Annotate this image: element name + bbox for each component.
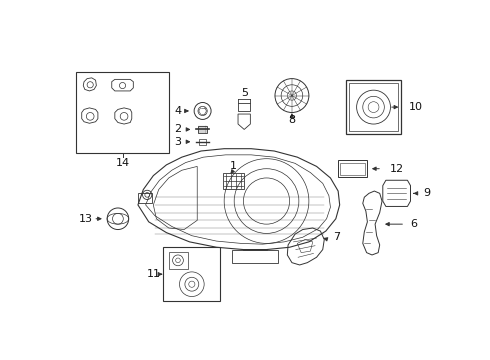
- Text: 1: 1: [230, 161, 237, 171]
- Bar: [346, 80, 401, 134]
- Text: 5: 5: [241, 88, 248, 98]
- Bar: [163, 247, 220, 301]
- Text: 14: 14: [116, 158, 129, 167]
- Bar: [199, 139, 206, 145]
- Text: 3: 3: [174, 137, 181, 147]
- Bar: [238, 103, 250, 111]
- Bar: [138, 193, 152, 203]
- Text: 11: 11: [147, 269, 160, 279]
- Bar: [338, 160, 368, 177]
- Text: 2: 2: [174, 125, 181, 134]
- Bar: [341, 163, 365, 175]
- Bar: [232, 249, 278, 264]
- Text: 6: 6: [411, 219, 417, 229]
- Text: 9: 9: [423, 188, 430, 198]
- Text: 4: 4: [174, 106, 181, 116]
- Text: 8: 8: [289, 115, 295, 125]
- Text: 10: 10: [409, 102, 423, 112]
- Text: 7: 7: [334, 232, 341, 242]
- Bar: [349, 83, 398, 131]
- Bar: [198, 126, 207, 133]
- Text: 13: 13: [78, 214, 93, 224]
- Bar: [76, 72, 169, 153]
- Text: 12: 12: [390, 164, 404, 174]
- Bar: [169, 252, 188, 269]
- Bar: [222, 172, 244, 189]
